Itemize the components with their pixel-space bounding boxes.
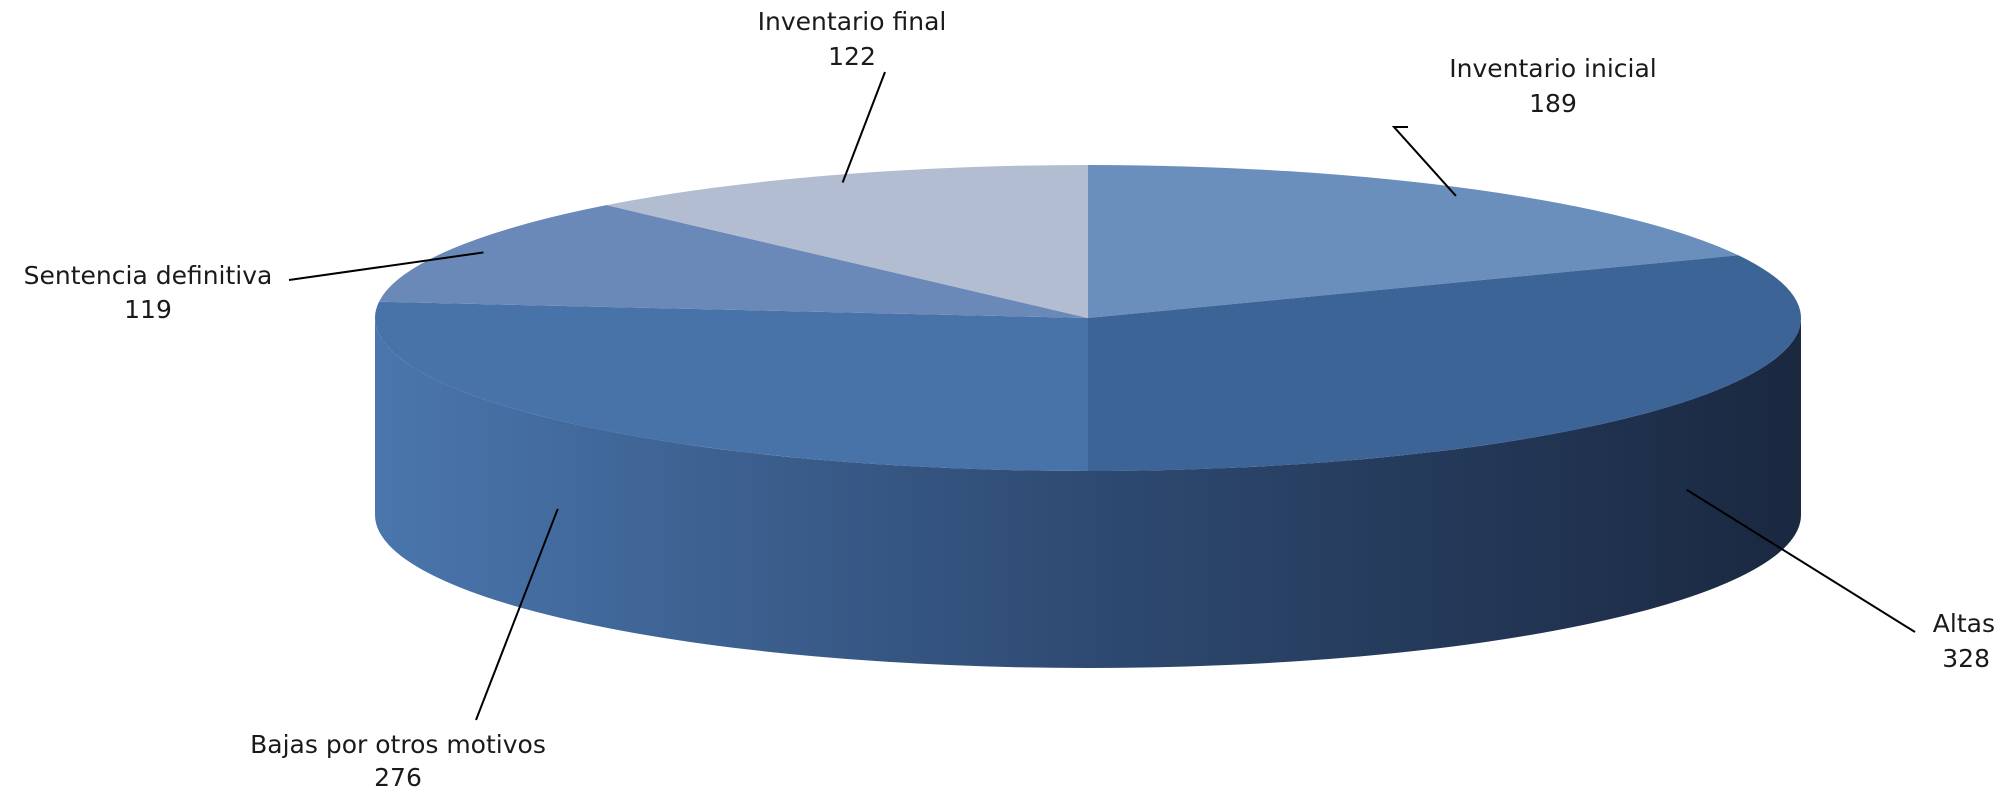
leader-line-sentencia-definitiva [288, 251, 484, 281]
label-name-bajas-por-otros-motivos: Bajas por otros motivos [250, 730, 546, 759]
label-value-sentencia-definitiva: 119 [124, 295, 172, 324]
label-value-altas: 328 [1942, 644, 1990, 673]
label-value-bajas-por-otros-motivos: 276 [374, 763, 422, 792]
label-name-altas: Altas [1933, 609, 1995, 638]
leader-line-bajas-por-otros-motivos [475, 508, 559, 721]
pie-slice-bajas-por-otros-motivos [375, 301, 1088, 471]
data-label-bajas-por-otros-motivos: Bajas por otros motivos 276 [250, 730, 546, 792]
label-name-sentencia-definitiva: Sentencia definitiva [24, 261, 273, 290]
pie-side-wall [375, 318, 1801, 668]
leader-line-inventario-inicial [1391, 126, 1457, 197]
pie-slice-inventario-inicial [1088, 165, 1739, 318]
label-value-inventario-inicial: 189 [1529, 89, 1577, 118]
pie-slice-sentencia-definitiva [379, 205, 1088, 318]
data-label-inventario-inicial: Inventario inicial 189 [1449, 54, 1657, 118]
data-label-altas: Altas 328 [1933, 609, 1995, 673]
leader-line-inventario-final [841, 71, 886, 183]
data-label-sentencia-definitiva: Sentencia definitiva 119 [24, 261, 273, 324]
label-value-inventario-final: 122 [828, 42, 876, 71]
pie-slice-inventario-final [606, 165, 1088, 318]
leader-lines [288, 71, 1916, 721]
pie-slice-altas [1088, 255, 1801, 471]
label-name-inventario-inicial: Inventario inicial [1449, 54, 1657, 83]
data-label-inventario-final: Inventario final 122 [758, 7, 947, 71]
leader-line-altas [1686, 488, 1916, 633]
label-name-inventario-final: Inventario final [758, 7, 947, 36]
pie-slices [375, 165, 1801, 471]
